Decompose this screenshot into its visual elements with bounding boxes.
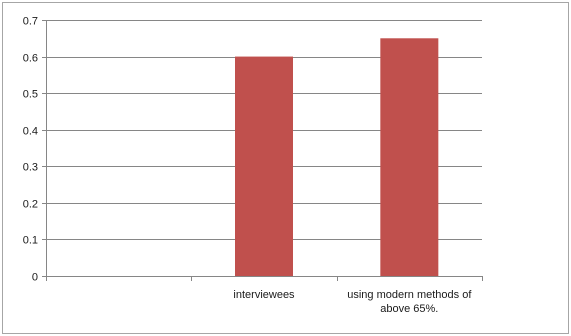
bars bbox=[235, 38, 439, 277]
y-tick-labels: 0 0.1 0.2 0.3 0.4 0.5 0.6 0.7 bbox=[23, 16, 38, 284]
y-tick-label: 0.7 bbox=[23, 16, 38, 28]
x-category-label-line: using modern methods of bbox=[347, 289, 472, 301]
x-category-label-line: above 65%. bbox=[380, 303, 438, 315]
y-tick-label: 0.3 bbox=[23, 162, 38, 174]
y-tick-label: 0.6 bbox=[23, 53, 38, 65]
x-category-label: using modern methods of above 65%. bbox=[347, 289, 472, 315]
x-category-labels: interviewees using modern methods of above… bbox=[233, 289, 472, 315]
axes bbox=[42, 20, 483, 281]
y-tick-label: 0.5 bbox=[23, 89, 38, 101]
y-tick-label: 0.1 bbox=[23, 235, 38, 247]
x-category-label: interviewees bbox=[233, 289, 295, 301]
x-category-label-line: interviewees bbox=[233, 289, 295, 301]
bar bbox=[235, 56, 293, 277]
bar bbox=[380, 38, 439, 277]
y-tick-label: 0 bbox=[32, 272, 38, 284]
y-tick-label: 0.2 bbox=[23, 199, 38, 211]
y-tick-label: 0.4 bbox=[23, 126, 38, 138]
